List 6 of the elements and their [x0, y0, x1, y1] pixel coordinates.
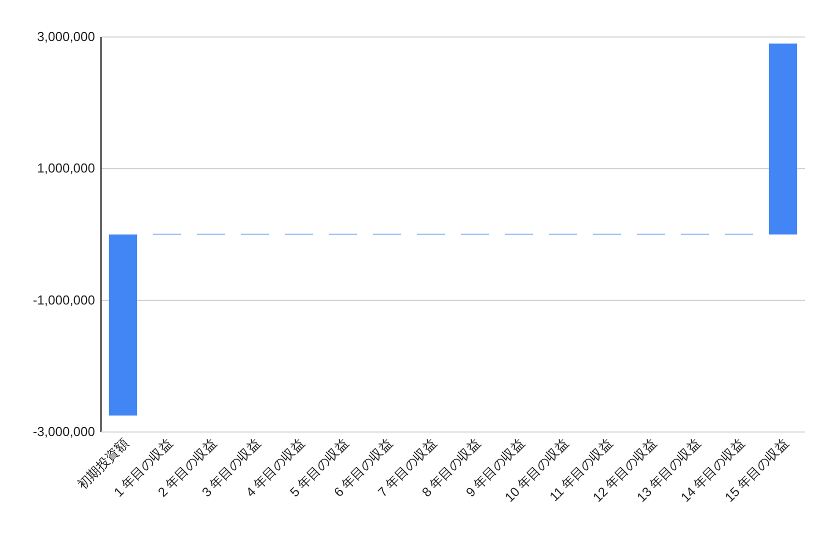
bar [768, 44, 798, 234]
bar [108, 234, 138, 416]
y-tick-label: 3,000,000 [37, 29, 95, 44]
y-tick-label: -1,000,000 [32, 292, 95, 308]
y-tick-label: -3,000,000 [32, 424, 95, 439]
y-tick-label: 1,000,000 [37, 160, 95, 176]
